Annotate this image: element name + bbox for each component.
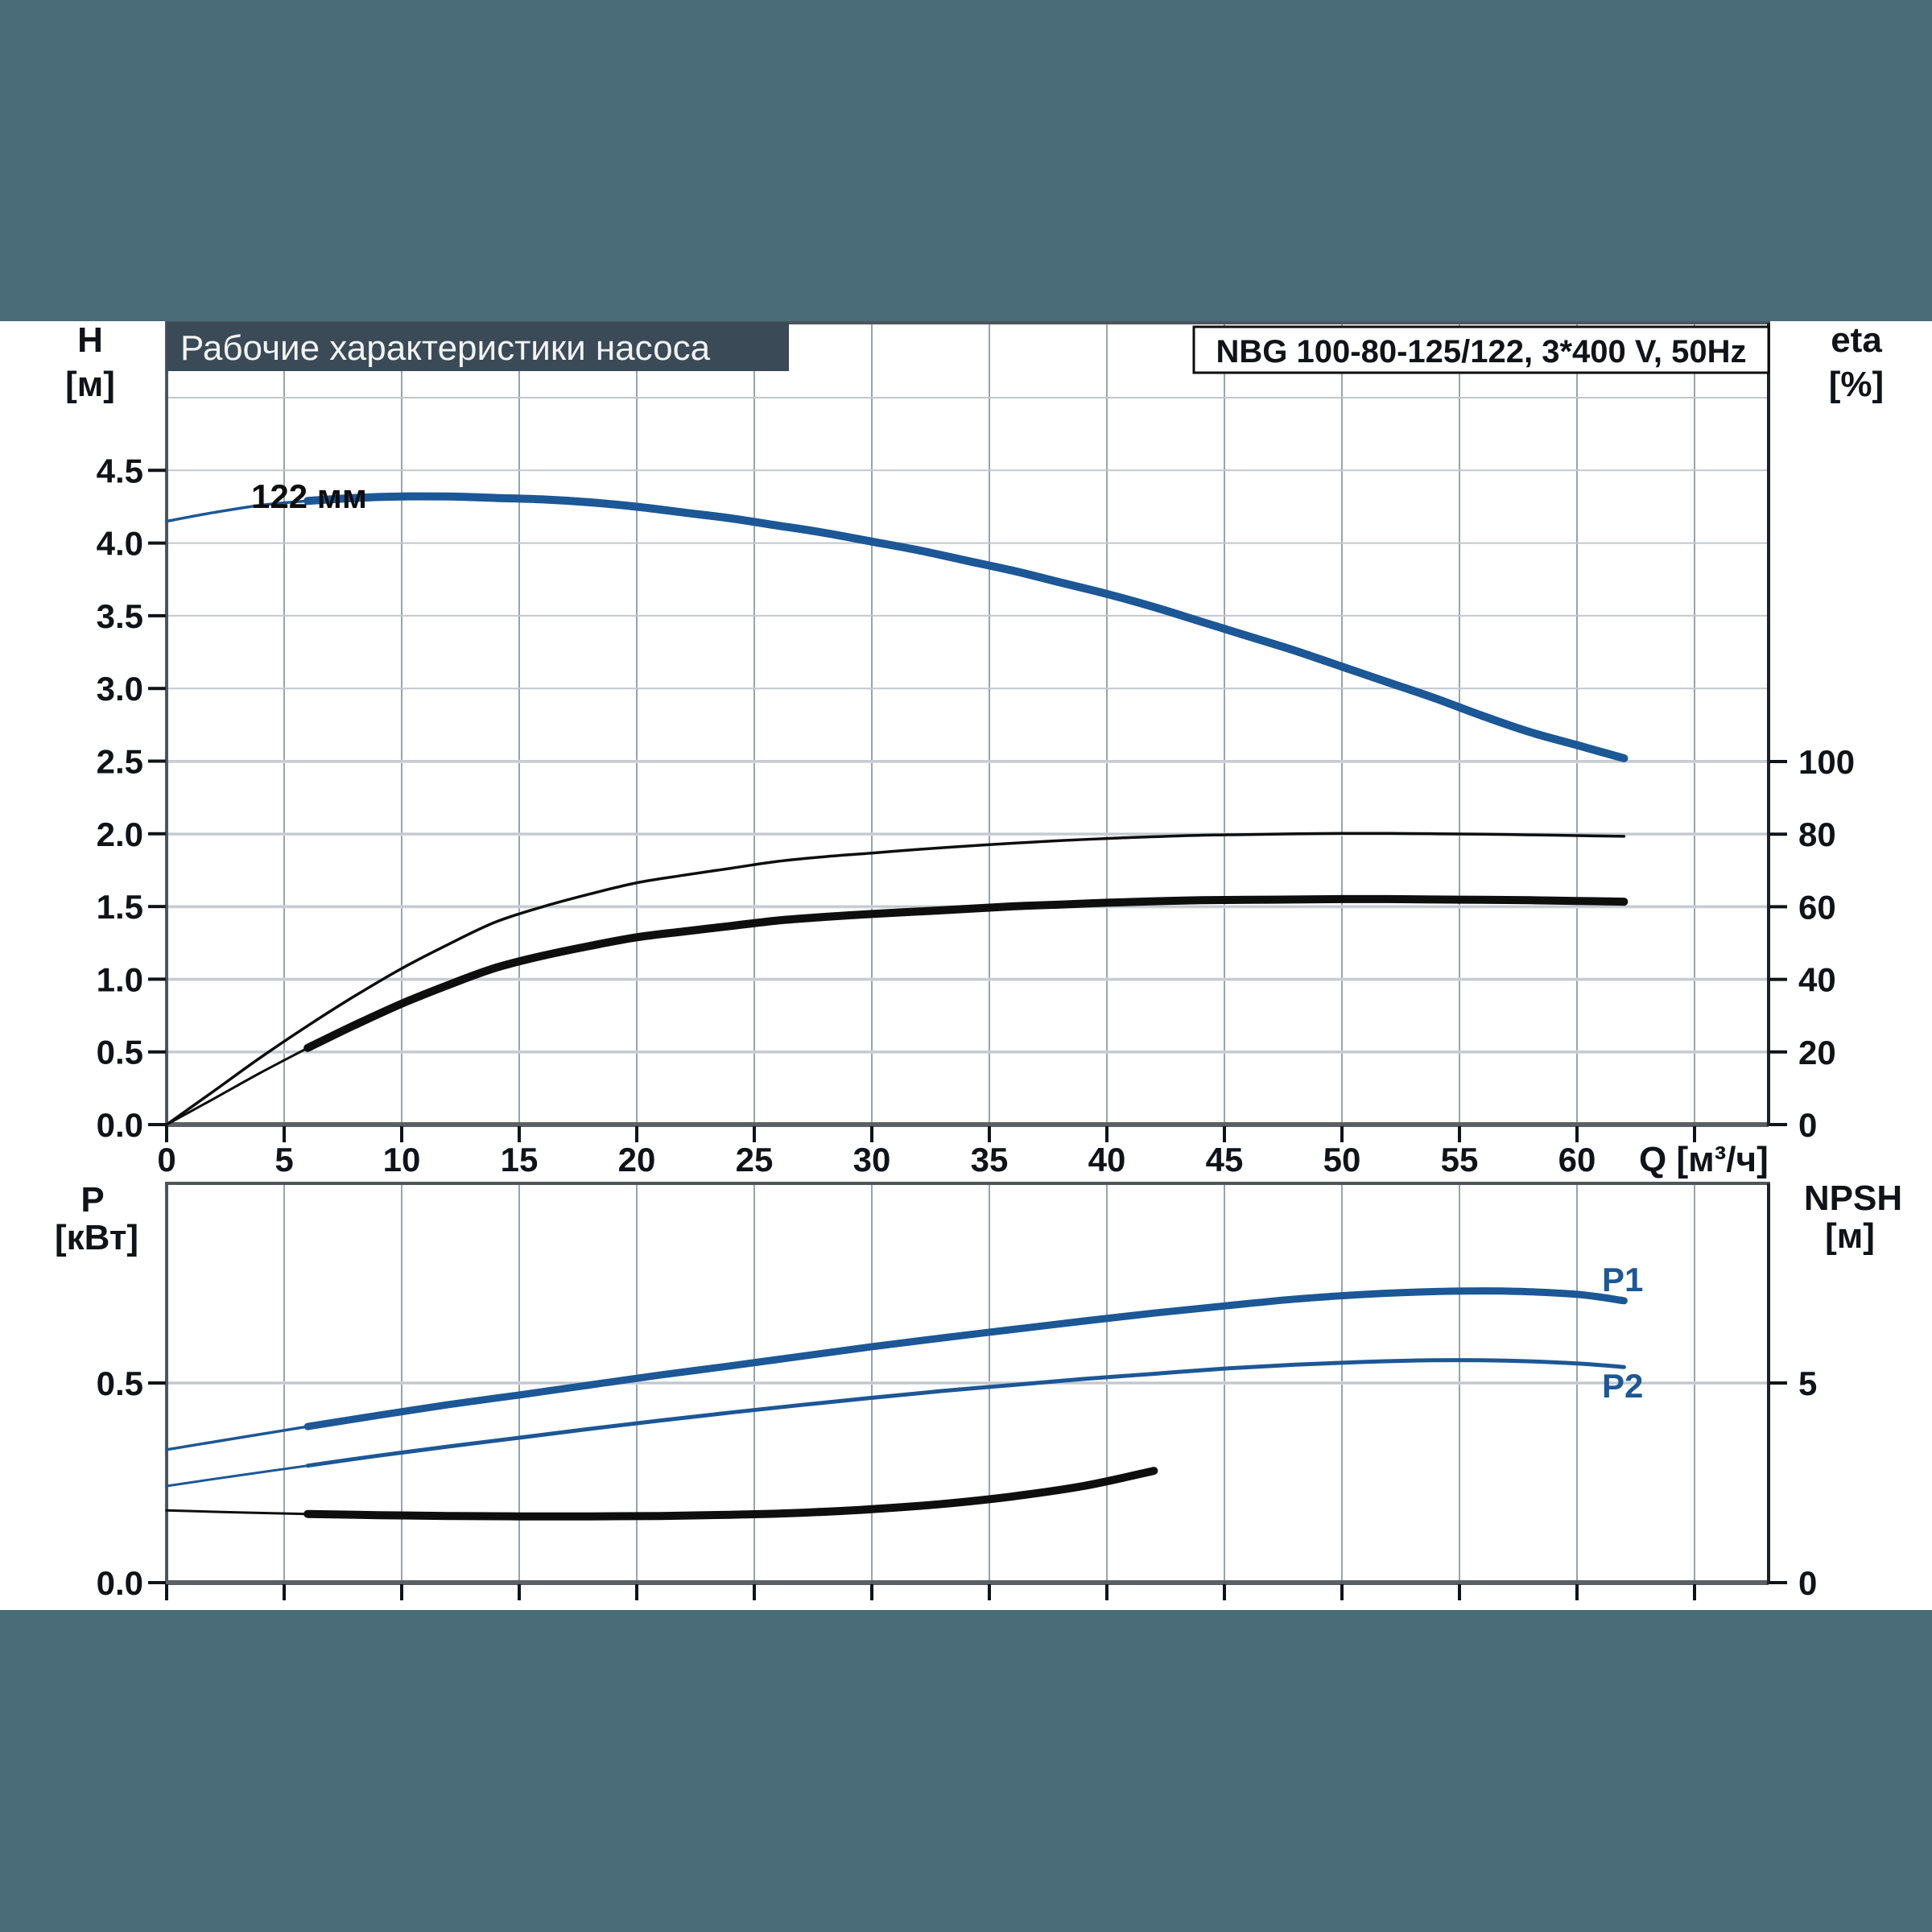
- left-tick-label: 3.5: [97, 597, 143, 635]
- npsh-axis-name: NPSH: [1804, 1179, 1902, 1218]
- left-tick-label: 0.5: [97, 1034, 143, 1071]
- curve-P2-lead: [165, 1464, 309, 1488]
- top-chart-group: 0 5 10 15 20 25 30 35 40 45 50 55 60 0.0 0.5 1.0 1.5 2.0 2…: [97, 321, 1855, 1179]
- left-tick-label: 4.5: [97, 452, 143, 489]
- right-tick-label: 5: [1798, 1364, 1817, 1402]
- right-tick-label: 80: [1798, 815, 1836, 853]
- h-axis-unit: [м]: [65, 365, 115, 404]
- content-panel: [0, 321, 1932, 1610]
- bottom-chart-group: 0.0 0.5 0 5: [97, 1182, 1817, 1602]
- eta-axis-unit: [%]: [1829, 365, 1884, 404]
- left-tick-label: 0.0: [97, 1564, 143, 1602]
- pump-model-label: NBG 100-80-125/122, 3*400 V, 50Hz: [1216, 334, 1747, 369]
- pump-model-box: [1192, 325, 1770, 374]
- x-tick-label: 45: [1206, 1141, 1244, 1179]
- x-tick-label: 30: [853, 1141, 891, 1179]
- x-tick-label: 20: [618, 1141, 656, 1179]
- chart-title: Рабочие характеристики насоса: [180, 328, 711, 368]
- curve-eta-pump-motor-lead: [165, 1046, 309, 1126]
- q-axis-label: Q [м³/ч]: [1639, 1140, 1769, 1179]
- x-tick-label: 50: [1323, 1141, 1361, 1179]
- x-tick-label: 5: [275, 1141, 293, 1179]
- curve-P1-lead: [165, 1425, 309, 1451]
- curve-P1: [303, 1287, 1628, 1430]
- left-tick-label: 2.5: [97, 743, 143, 781]
- h-axis-name: H: [77, 320, 103, 360]
- x-tick-label: 40: [1088, 1141, 1126, 1179]
- curve-P2: [305, 1358, 1626, 1468]
- right-tick-label: 0: [1798, 1106, 1817, 1144]
- impeller-diameter-label: 122 мм: [251, 477, 367, 515]
- left-tick-label: 0.5: [97, 1364, 143, 1402]
- left-tick-label: 0.0: [97, 1106, 143, 1144]
- right-tick-label: 60: [1798, 888, 1836, 926]
- curve-eta-pump-motor: [303, 894, 1629, 1052]
- x-tick-label: 55: [1441, 1141, 1479, 1179]
- npsh-axis-unit: [м]: [1825, 1216, 1875, 1256]
- left-tick-label: 3.0: [97, 670, 143, 708]
- left-tick-label: 1.0: [97, 960, 143, 998]
- x-tick-label: 60: [1558, 1141, 1596, 1179]
- right-tick-label: 0: [1798, 1564, 1817, 1602]
- p-axis-name: P: [80, 1180, 104, 1220]
- right-tick-label: 40: [1798, 961, 1836, 999]
- right-tick-label: 20: [1798, 1034, 1836, 1071]
- curve-eta-pump: [165, 832, 1626, 1126]
- curve-head-122mm-lead: [165, 499, 309, 523]
- x-tick-label: 25: [736, 1141, 774, 1179]
- left-tick-label: 2.0: [97, 815, 143, 853]
- p2-curve-label: P2: [1602, 1367, 1643, 1405]
- x-tick-label: 10: [383, 1141, 421, 1179]
- left-tick-label: 1.5: [97, 888, 143, 926]
- eta-axis-name: eta: [1831, 320, 1882, 360]
- chart-title-box: [167, 322, 789, 371]
- p1-curve-label: P1: [1602, 1261, 1643, 1298]
- curve-NPSH-lead: [165, 1509, 309, 1516]
- x-tick-label: 0: [157, 1141, 175, 1179]
- x-tick-label: 15: [501, 1141, 539, 1179]
- right-tick-label: 100: [1798, 743, 1855, 781]
- curve-head-122mm: [303, 492, 1629, 762]
- x-tick-label: 35: [971, 1141, 1009, 1179]
- curve-NPSH: [303, 1467, 1158, 1521]
- left-tick-label: 4.0: [97, 525, 143, 563]
- p-axis-unit: [кВт]: [55, 1218, 138, 1257]
